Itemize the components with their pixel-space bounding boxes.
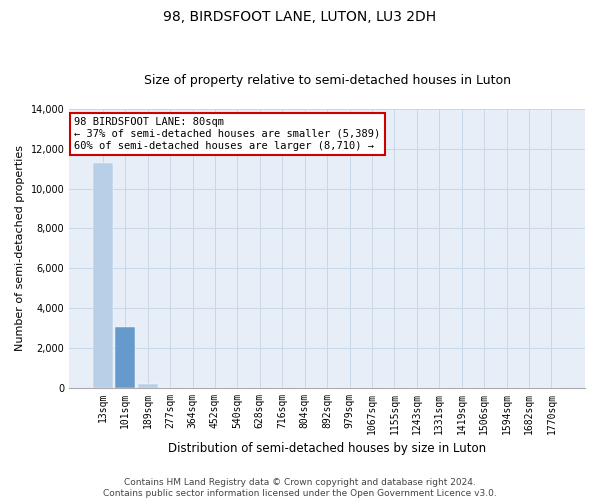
Text: Contains HM Land Registry data © Crown copyright and database right 2024.
Contai: Contains HM Land Registry data © Crown c… [103,478,497,498]
Bar [137,384,158,388]
Text: 98, BIRDSFOOT LANE, LUTON, LU3 2DH: 98, BIRDSFOOT LANE, LUTON, LU3 2DH [163,10,437,24]
Y-axis label: Number of semi-detached properties: Number of semi-detached properties [15,146,25,352]
Bar [93,162,113,388]
Bar [115,327,136,388]
Text: 98 BIRDSFOOT LANE: 80sqm
← 37% of semi-detached houses are smaller (5,389)
60% o: 98 BIRDSFOOT LANE: 80sqm ← 37% of semi-d… [74,118,380,150]
Title: Size of property relative to semi-detached houses in Luton: Size of property relative to semi-detach… [143,74,511,87]
X-axis label: Distribution of semi-detached houses by size in Luton: Distribution of semi-detached houses by … [168,442,486,455]
